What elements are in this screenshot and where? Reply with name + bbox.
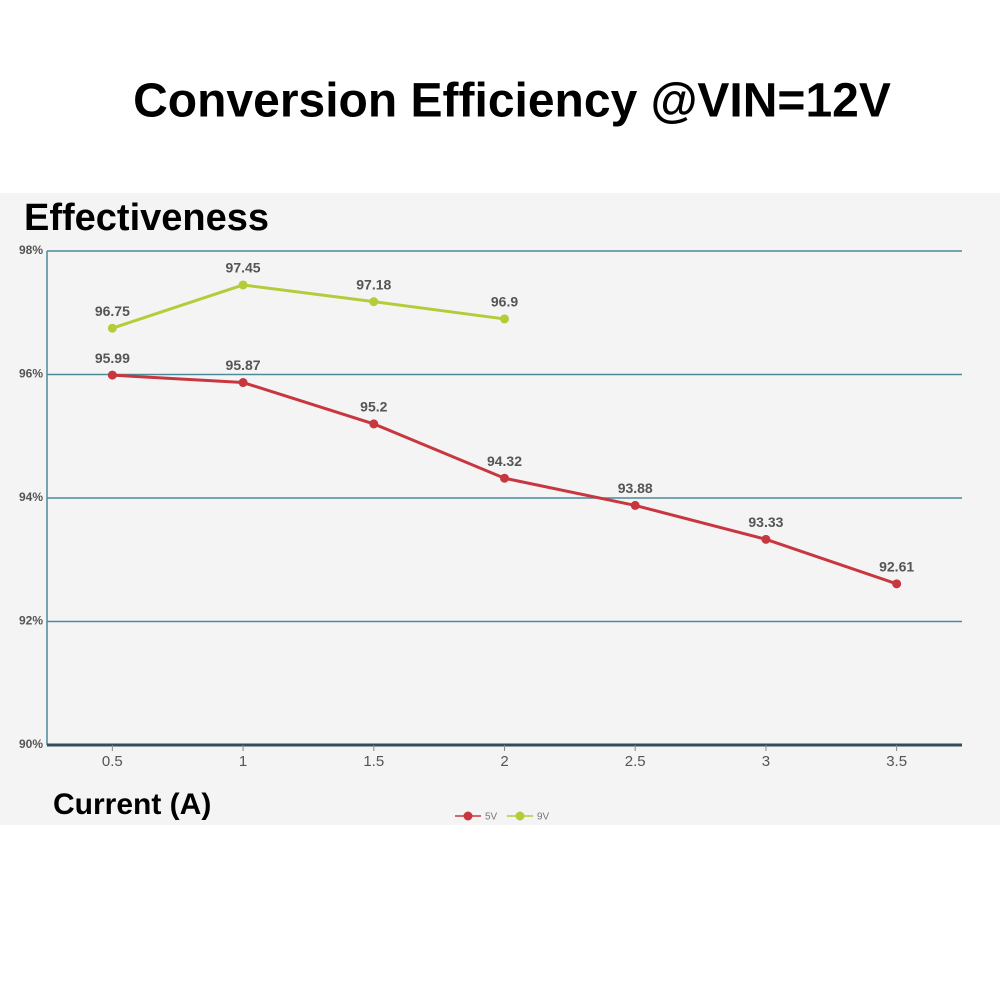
data-point bbox=[500, 473, 509, 483]
y-tick-label: 94% bbox=[19, 490, 43, 504]
data-label: 96.9 bbox=[491, 294, 518, 310]
series-line bbox=[111, 283, 505, 330]
x-tick-label: 3.5 bbox=[886, 753, 907, 770]
legend-label: 5V bbox=[485, 812, 498, 823]
data-point bbox=[892, 579, 902, 589]
legend-marker bbox=[515, 811, 525, 821]
data-point bbox=[238, 280, 248, 290]
x-tick-label: 2.5 bbox=[625, 753, 646, 770]
plot-background bbox=[0, 193, 1000, 825]
y-tick-label: 92% bbox=[19, 614, 43, 628]
x-tick-label: 0.5 bbox=[102, 753, 123, 770]
legend-label: 9V bbox=[537, 812, 550, 823]
data-point bbox=[761, 534, 771, 544]
x-tick-label: 2 bbox=[500, 753, 508, 770]
y-tick-label: 96% bbox=[19, 367, 43, 381]
y-tick-label: 98% bbox=[19, 243, 43, 257]
x-tick-label: 1.5 bbox=[363, 753, 384, 770]
x-tick-label: 3 bbox=[762, 753, 770, 770]
x-axis-label: Current (A) bbox=[53, 788, 211, 821]
y-axis-label: Effectiveness bbox=[24, 197, 269, 239]
data-label: 97.45 bbox=[226, 260, 261, 276]
y-tick-label: 90% bbox=[19, 737, 43, 751]
data-point bbox=[369, 419, 379, 429]
data-point bbox=[107, 370, 117, 380]
data-label: 94.32 bbox=[487, 453, 522, 469]
data-label: 97.18 bbox=[356, 276, 391, 292]
x-tick-label: 1 bbox=[239, 753, 247, 770]
data-point bbox=[630, 500, 640, 510]
data-point bbox=[369, 297, 379, 307]
data-label: 95.2 bbox=[360, 399, 387, 415]
data-point bbox=[107, 323, 117, 333]
data-point bbox=[238, 378, 248, 388]
data-label: 93.88 bbox=[618, 480, 653, 496]
data-label: 96.75 bbox=[95, 303, 130, 319]
data-point bbox=[500, 314, 509, 324]
data-label: 95.99 bbox=[95, 350, 130, 366]
data-label: 95.87 bbox=[226, 357, 261, 373]
data-label: 92.61 bbox=[879, 559, 914, 575]
chart-title: Conversion Efficiency @VIN=12V bbox=[133, 75, 891, 128]
legend-marker bbox=[463, 811, 473, 821]
data-label: 93.33 bbox=[748, 514, 783, 530]
